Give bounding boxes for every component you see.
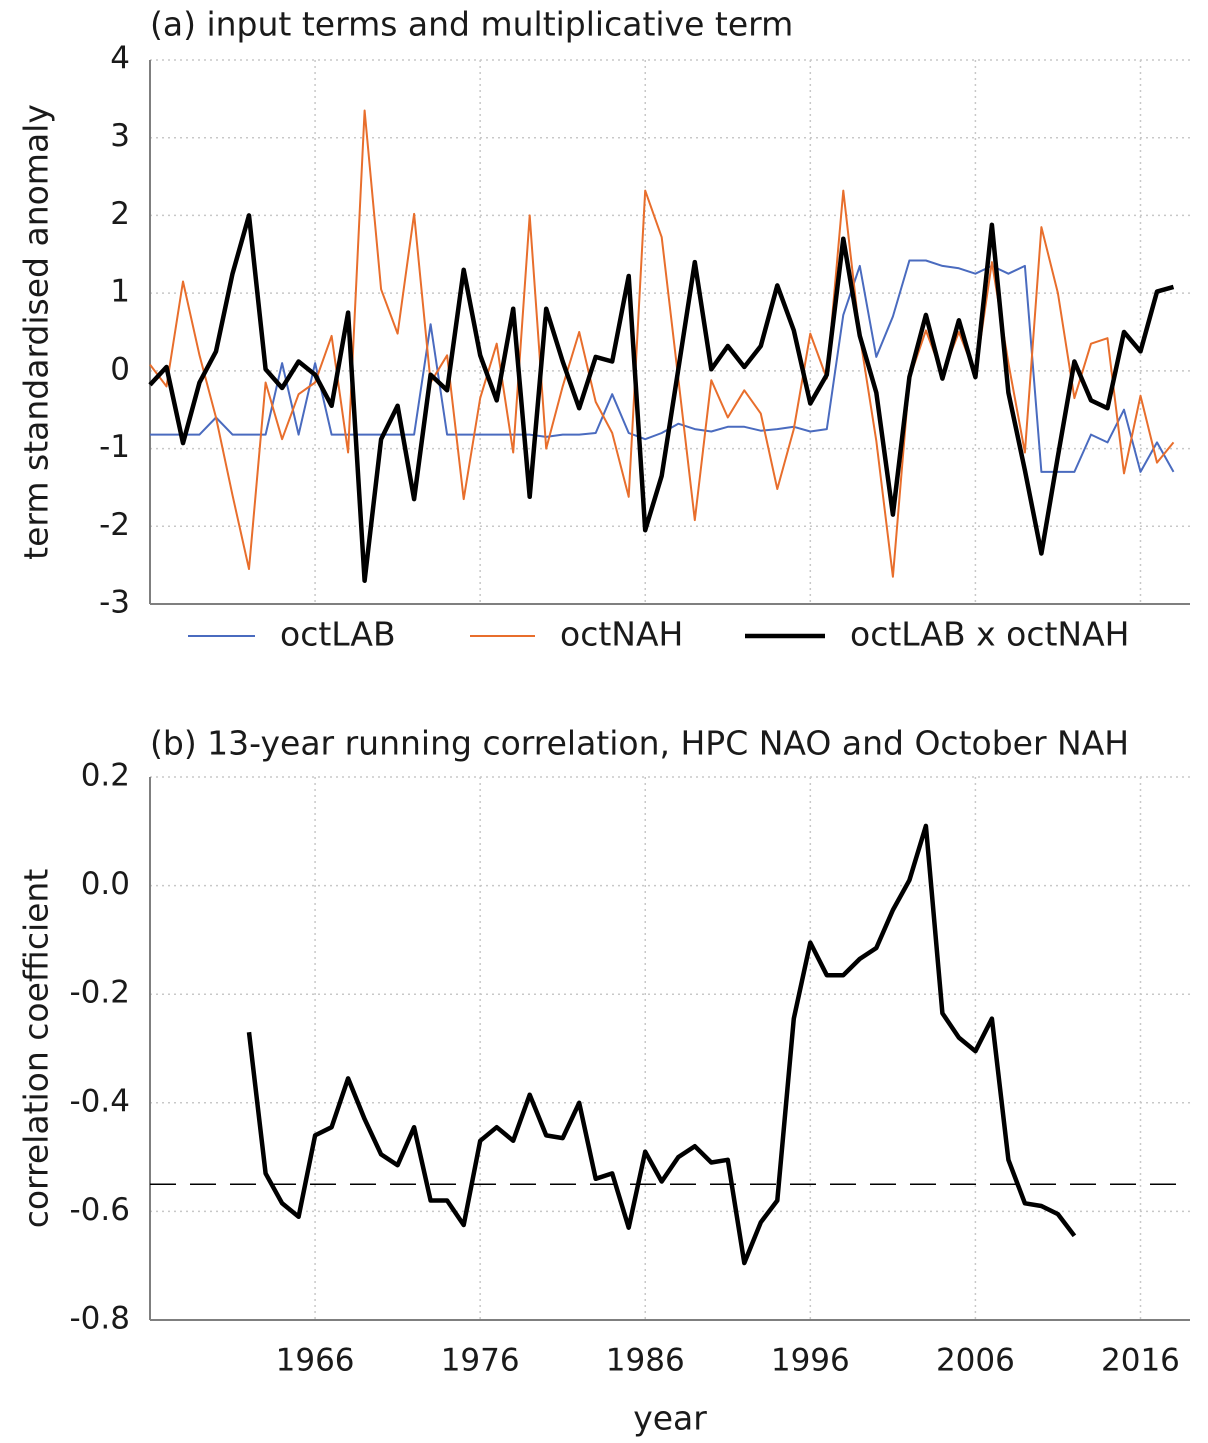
y-tick-label: -3 — [99, 585, 130, 621]
x-tick-label: 1966 — [276, 1343, 355, 1379]
y-axis-label: correlation coefficient — [17, 869, 56, 1229]
y-tick-label: 2 — [110, 196, 130, 232]
y-tick-label: -0.8 — [70, 1301, 131, 1337]
y-tick-label: -2 — [99, 507, 130, 543]
y-tick-label: -1 — [99, 429, 130, 465]
legend-label: octNAH — [560, 615, 683, 654]
x-tick-label: 2016 — [1101, 1343, 1180, 1379]
y-tick-label: 3 — [110, 118, 130, 154]
data-line — [148, 213, 1175, 583]
data-line — [246, 823, 1077, 1266]
x-tick-label: 2006 — [936, 1343, 1015, 1379]
y-tick-label: 0.0 — [81, 866, 130, 902]
y-tick-label: 4 — [110, 41, 130, 77]
x-tick-label: 1996 — [771, 1343, 850, 1379]
data-line — [149, 109, 1175, 578]
x-tick-label: 1976 — [441, 1343, 520, 1379]
x-tick-label: 1986 — [606, 1343, 685, 1379]
legend-label: octLAB — [280, 615, 396, 654]
y-tick-label: -0.6 — [70, 1192, 131, 1228]
y-tick-label: -0.2 — [70, 975, 131, 1011]
chart-title: (b) 13-year running correlation, HPC NAO… — [150, 724, 1129, 763]
y-tick-label: 0 — [110, 351, 130, 387]
y-axis-label: term standardised anomaly — [17, 104, 56, 560]
y-tick-label: 1 — [110, 274, 130, 310]
x-axis-label: year — [633, 1399, 707, 1438]
legend-label: octLAB x octNAH — [850, 615, 1130, 654]
y-tick-label: -0.4 — [70, 1083, 131, 1119]
chart-title: (a) input terms and multiplicative term — [150, 5, 793, 44]
y-tick-label: 0.2 — [81, 758, 130, 794]
